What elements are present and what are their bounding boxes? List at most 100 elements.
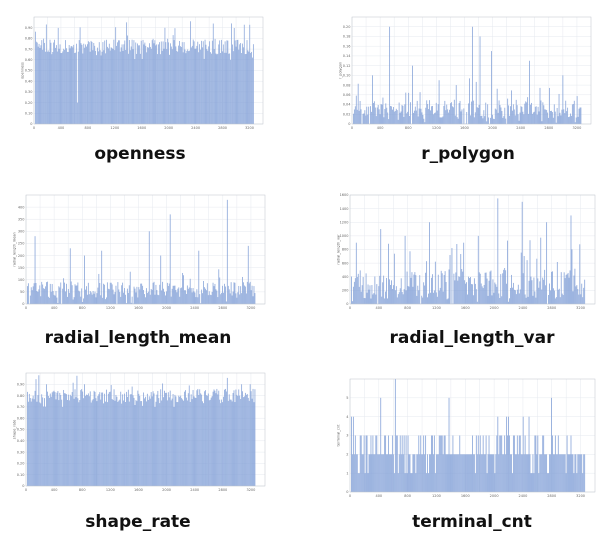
bar — [252, 57, 253, 125]
bar — [451, 454, 453, 492]
bar — [415, 275, 417, 304]
bar — [33, 399, 35, 486]
bar — [45, 286, 46, 304]
bar — [58, 286, 60, 304]
y-tick-label: 0 — [30, 122, 32, 126]
bar — [140, 40, 142, 124]
x-tick-label: 0 — [351, 126, 353, 130]
bar — [500, 274, 502, 304]
bar — [200, 303, 202, 304]
bar — [139, 395, 141, 486]
bar — [493, 292, 495, 304]
bar — [559, 454, 561, 492]
bar — [209, 399, 211, 486]
bar — [579, 244, 581, 304]
bar — [516, 289, 518, 304]
bar — [89, 51, 91, 124]
bar — [183, 42, 185, 124]
bar — [418, 108, 420, 124]
x-tick-label: 400 — [375, 306, 382, 310]
bar — [453, 99, 455, 124]
bar — [42, 284, 44, 304]
bar — [154, 40, 156, 124]
bar — [130, 302, 132, 304]
bar — [87, 393, 89, 486]
bar — [456, 117, 458, 124]
bar — [468, 276, 469, 304]
bar — [384, 435, 386, 492]
bar — [107, 393, 109, 486]
bar — [442, 116, 444, 124]
x-tick-label: 400 — [58, 126, 65, 130]
bar — [183, 400, 184, 486]
bar — [27, 283, 29, 304]
bar — [125, 294, 126, 304]
bar — [473, 278, 475, 304]
bar — [555, 122, 557, 124]
x-tick-label: 2400 — [190, 488, 199, 492]
bar — [396, 110, 398, 124]
bar — [234, 402, 236, 486]
bar — [416, 295, 418, 304]
bar — [60, 395, 62, 486]
bar — [102, 392, 104, 486]
bar — [452, 106, 453, 124]
bar — [98, 273, 100, 304]
bar — [463, 108, 465, 124]
bar — [62, 406, 64, 486]
bar — [144, 398, 145, 486]
y-axis-label: terminal_cnt — [337, 424, 341, 447]
bar — [456, 454, 458, 492]
bar — [71, 285, 73, 304]
bar — [390, 105, 391, 124]
bar — [575, 454, 577, 492]
bar — [155, 45, 157, 124]
plot-frame — [33, 16, 264, 125]
bar — [112, 289, 114, 304]
bar — [208, 46, 210, 124]
bar — [141, 58, 143, 124]
bar — [393, 473, 395, 492]
bar — [167, 392, 169, 486]
bar — [179, 296, 181, 304]
bar — [559, 112, 561, 124]
bar — [581, 454, 583, 492]
bar — [413, 274, 415, 304]
bar — [227, 285, 229, 304]
bar — [405, 290, 407, 304]
bar — [442, 454, 444, 492]
bar — [532, 112, 534, 124]
bar — [526, 102, 528, 124]
bar — [497, 198, 499, 304]
bar — [584, 454, 586, 492]
bar — [387, 454, 388, 492]
bar — [89, 291, 91, 304]
bar — [375, 294, 377, 304]
bar — [438, 435, 440, 492]
bar — [437, 454, 439, 492]
bar — [455, 272, 457, 304]
bar — [168, 397, 170, 486]
bar — [545, 109, 547, 124]
bar — [424, 454, 426, 492]
y-tick-label: 0.50 — [17, 428, 25, 432]
bar — [239, 294, 241, 304]
bar — [561, 109, 563, 124]
bar — [575, 117, 577, 124]
bar — [217, 53, 219, 124]
bar — [72, 382, 74, 486]
bar — [379, 114, 381, 124]
bar — [68, 292, 70, 304]
bar — [419, 275, 421, 304]
bar — [520, 252, 522, 304]
bar — [228, 53, 230, 124]
bar — [128, 40, 130, 124]
y-tick-label: 0.20 — [25, 101, 33, 105]
bar — [171, 49, 173, 125]
bar — [388, 243, 389, 304]
bar — [375, 435, 377, 492]
bar — [112, 49, 114, 124]
bar — [144, 294, 145, 304]
bar-series — [35, 21, 254, 125]
bar — [109, 50, 111, 124]
